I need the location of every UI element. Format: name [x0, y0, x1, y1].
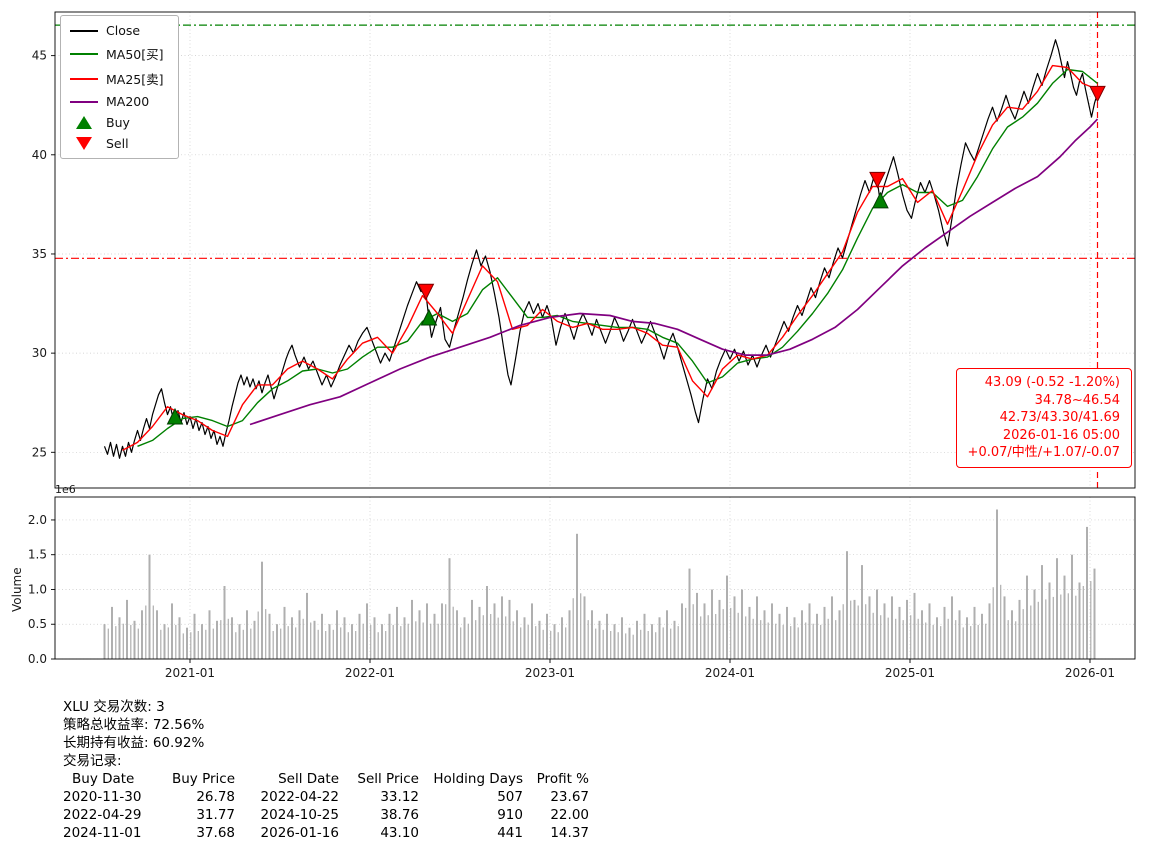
- legend-item-buy: Buy: [70, 115, 164, 130]
- svg-text:2022-01: 2022-01: [345, 666, 395, 680]
- axes-and-labels: 2021-01 2022-01 2023-01 2024-01 2025-01 2026-…: [28, 11, 1136, 680]
- annotation-datetime-line: 2026-01-16 05:00: [1002, 427, 1120, 443]
- svg-text:1e6: 1e6: [55, 483, 76, 496]
- price-volume-chart: 2021-01 2022-01 2023-01 2024-01 2025-01 2026-…: [28, 11, 1136, 680]
- legend-item-ma50: MA50[买]: [70, 44, 164, 63]
- svg-text:25: 25: [32, 445, 47, 459]
- trade-count-line: XLU 交易次数: 3: [63, 699, 165, 715]
- buy-triangle-icon: [70, 116, 98, 129]
- ma25-line-swatch: [70, 77, 98, 80]
- annotation-range-line: 34.78~46.54: [1034, 392, 1120, 408]
- close-line-swatch: [70, 29, 98, 32]
- series-line-0: [103, 39, 1099, 459]
- reference-lines: [55, 12, 1135, 488]
- svg-text:2021-01: 2021-01: [165, 666, 215, 680]
- strategy-return-line: 策略总收益率: 72.56%: [63, 717, 205, 733]
- svg-text:45: 45: [32, 49, 47, 63]
- chart-grid: [55, 12, 1135, 660]
- chart-legend: Close MA50[买] MA25[卖] MA200 Buy Sell: [60, 15, 179, 159]
- trade-row-3: 2024-11-01 37.68 2026-01-16 43.10 441 14…: [63, 825, 589, 841]
- svg-text:2.0: 2.0: [28, 513, 47, 527]
- svg-text:35: 35: [32, 247, 47, 261]
- svg-text:30: 30: [32, 346, 47, 360]
- annotation-ohlc-line: 42.73/43.30/41.69: [999, 410, 1120, 425]
- svg-text:2024-01: 2024-01: [705, 666, 755, 680]
- legend-item-sell: Sell: [70, 136, 164, 151]
- legend-item-ma25: MA25[卖]: [70, 69, 164, 88]
- svg-text:1.5: 1.5: [28, 548, 47, 562]
- svg-text:40: 40: [32, 148, 47, 162]
- svg-text:0.0: 0.0: [28, 652, 47, 666]
- svg-text:2023-01: 2023-01: [525, 666, 575, 680]
- legend-label-close: Close: [106, 23, 141, 38]
- trade-row-2: 2022-04-29 31.77 2024-10-25 38.76 910 22…: [63, 807, 589, 823]
- buy-hold-return-line: 长期持有收益: 60.92%: [63, 735, 205, 751]
- trade-markers: [166, 85, 1106, 425]
- header-sell-date: Sell Date: [278, 771, 339, 787]
- annotation-signal-line: +0.07/中性/+1.07/-0.07: [967, 445, 1120, 460]
- strategy-stats: XLU 交易次数: 3 策略总收益率: 72.56% 长期持有收益: 60.92…: [63, 698, 589, 842]
- trade-table: Buy Date Buy Price Sell Date Sell Price …: [63, 770, 589, 842]
- volume-axis-label: Volume: [10, 567, 24, 612]
- header-sell-price: Sell Price: [357, 771, 419, 787]
- legend-label-ma200: MA200: [106, 94, 150, 109]
- price-annotation-box: 43.09 (-0.52 -1.20%) 34.78~46.54 42.73/4…: [955, 368, 1132, 468]
- sell-triangle-icon: [70, 137, 98, 150]
- legend-label-sell: Sell: [106, 136, 129, 151]
- legend-label-ma50: MA50[买]: [106, 47, 164, 62]
- annotation-price-line: 43.09 (-0.52 -1.20%): [984, 375, 1120, 390]
- svg-text:1.0: 1.0: [28, 582, 47, 596]
- series-line-2: [122, 64, 1098, 451]
- header-holding-days: Holding Days: [433, 771, 523, 787]
- ma200-line-swatch: [70, 100, 98, 103]
- volume-bars: [103, 509, 1096, 659]
- legend-item-close: Close: [70, 23, 164, 38]
- header-buy-price: Buy Price: [171, 771, 235, 787]
- svg-text:0.5: 0.5: [28, 617, 47, 631]
- ma50-line-swatch: [70, 52, 98, 55]
- legend-label-ma25: MA25[卖]: [106, 72, 164, 87]
- legend-label-buy: Buy: [106, 115, 130, 130]
- trade-log-title: 交易记录:: [63, 753, 122, 769]
- series-line-3: [249, 118, 1099, 426]
- header-profit-pct: Profit %: [536, 771, 589, 787]
- trade-table-header: Buy Date Buy Price Sell Date Sell Price …: [63, 770, 589, 788]
- series-line-1: [137, 68, 1098, 447]
- trade-row-1: 2020-11-30 26.78 2022-04-22 33.12 507 23…: [63, 789, 589, 805]
- svg-text:2025-01: 2025-01: [885, 666, 935, 680]
- legend-item-ma200: MA200: [70, 94, 164, 109]
- svg-text:2026-01: 2026-01: [1065, 666, 1115, 680]
- header-buy-date: Buy Date: [72, 771, 135, 787]
- price-series: [103, 39, 1099, 459]
